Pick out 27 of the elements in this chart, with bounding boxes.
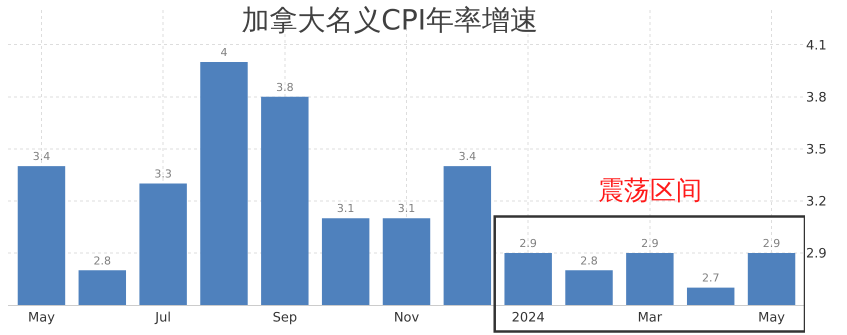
x-tick-label: Nov [394, 310, 420, 326]
data-label: 2.8 [580, 254, 598, 268]
chart-title: 加拿大名义CPI年率增速 [241, 4, 538, 37]
data-label: 2.9 [762, 236, 780, 250]
data-label: 3.3 [154, 168, 172, 181]
y-tick-label: 4.1 [806, 38, 827, 54]
y-tick-label: 3.8 [806, 90, 827, 106]
data-label: 2.8 [94, 254, 112, 268]
y-tick-label: 2.9 [806, 246, 827, 262]
data-label: 3.4 [458, 150, 476, 164]
x-tick-label: Jul [154, 310, 171, 326]
data-label: 3.1 [336, 202, 354, 216]
data-label: 2.9 [519, 236, 537, 250]
x-tick-label: May [28, 310, 56, 326]
y-tick-label: 3.2 [806, 194, 827, 210]
x-tick-label: 2024 [512, 310, 545, 326]
y-tick-label: 3.5 [806, 142, 827, 158]
x-tick-label: May [758, 310, 786, 326]
x-tick-label: Mar [638, 310, 663, 326]
data-label: 2.7 [702, 272, 720, 285]
annotation: 震荡区间 [598, 176, 702, 206]
data-label: 2.9 [641, 236, 659, 250]
data-label: 3.1 [398, 202, 416, 216]
data-label: 3.8 [276, 80, 294, 94]
data-label: 4 [220, 46, 228, 60]
x-tick-label: Sep [272, 310, 298, 326]
data-label: 3.4 [32, 150, 50, 164]
